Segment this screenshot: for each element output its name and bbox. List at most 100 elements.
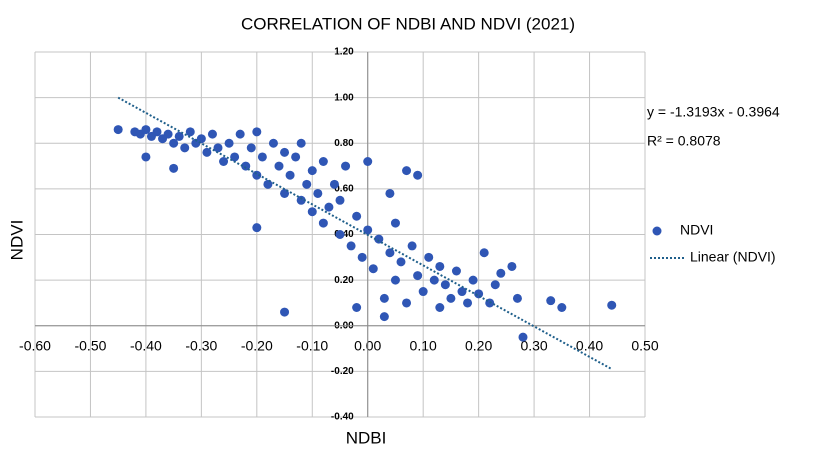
scatter-point — [440, 280, 450, 290]
scatter-point — [291, 152, 301, 162]
scatter-point — [496, 268, 506, 278]
scatter-point — [413, 170, 423, 180]
scatter-point — [507, 261, 517, 271]
scatter-point — [257, 152, 267, 162]
scatter-point — [318, 157, 328, 166]
scatter-point — [169, 138, 179, 148]
scatter-point — [274, 161, 284, 171]
x-tick-label: 0.40 — [576, 337, 603, 353]
scatter-point — [213, 143, 223, 153]
scatter-point — [546, 296, 556, 306]
scatter-point — [202, 147, 212, 157]
scatter-point — [169, 163, 179, 173]
scatter-point — [457, 287, 467, 297]
scatter-point — [557, 303, 567, 312]
scatter-point — [512, 293, 522, 303]
scatter-point — [296, 195, 306, 205]
scatter-point — [474, 289, 484, 299]
scatter-point — [230, 152, 240, 162]
scatter-point — [363, 225, 373, 235]
y-tick-label: 1.00 — [334, 92, 354, 103]
scatter-point — [357, 252, 367, 262]
scatter-point — [402, 166, 412, 176]
scatter-point — [435, 261, 445, 271]
scatter-point — [246, 143, 256, 153]
x-tick-label: -0.40 — [130, 337, 162, 353]
x-tick-label: 0.20 — [465, 337, 492, 353]
y-tick-label: 1.20 — [334, 47, 354, 58]
scatter-point — [385, 248, 395, 258]
scatter-point — [280, 307, 290, 317]
x-tick-label: -0.20 — [241, 337, 273, 353]
scatter-point — [396, 257, 406, 267]
y-tick-label: 0.80 — [334, 138, 354, 149]
scatter-point — [368, 264, 378, 274]
scatter-point — [346, 241, 356, 251]
x-tick-label: -0.10 — [296, 337, 328, 353]
scatter-point — [174, 131, 184, 141]
scatter-point — [285, 170, 295, 180]
scatter-point — [435, 303, 445, 312]
x-tick-label: 0.10 — [410, 337, 437, 353]
scatter-point — [385, 188, 395, 198]
scatter-point — [418, 287, 428, 297]
scatter-point — [180, 143, 190, 153]
equation: y = -1.3193x - 0.3964 — [647, 104, 780, 120]
scatter-point — [374, 234, 384, 244]
legend-label: Linear (NDVI) — [690, 249, 776, 265]
scatter-point — [463, 298, 473, 308]
x-tick-label: -0.60 — [19, 337, 51, 353]
scatter-point — [335, 195, 345, 205]
scatter-point — [518, 332, 528, 342]
y-tick-label: 0.20 — [334, 275, 354, 286]
scatter-point — [163, 129, 173, 139]
scatter-point — [446, 293, 456, 303]
scatter-point — [307, 166, 317, 176]
scatter-point — [335, 230, 345, 239]
scatter-point — [224, 138, 234, 148]
scatter-point — [490, 280, 500, 290]
legend-marker — [652, 226, 662, 236]
scatter-point — [318, 218, 328, 228]
r-squared: R² = 0.8078 — [647, 133, 721, 149]
scatter-point — [196, 134, 206, 144]
y-tick-label: -0.20 — [331, 366, 354, 377]
x-tick-label: 0.50 — [631, 337, 658, 353]
x-axis-title: NDBI — [346, 428, 387, 447]
scatter-point — [241, 161, 251, 171]
scatter-point — [296, 138, 306, 148]
scatter-point — [379, 293, 389, 303]
scatter-point — [219, 157, 229, 166]
trendline — [117, 96, 613, 370]
legend-label: NDVI — [680, 222, 713, 238]
scatter-point — [252, 223, 262, 233]
scatter-point — [363, 157, 373, 166]
scatter-point — [152, 127, 162, 137]
scatter-point — [352, 303, 362, 312]
y-tick-label: -0.40 — [331, 412, 354, 423]
scatter-point — [235, 129, 245, 139]
scatter-point — [207, 129, 217, 139]
scatter-point — [390, 275, 400, 285]
scatter-point — [479, 248, 489, 258]
scatter-point — [307, 207, 317, 217]
scatter-point — [402, 298, 412, 308]
scatter-point — [313, 188, 323, 198]
scatter-point — [185, 127, 195, 137]
scatter-point — [252, 127, 262, 137]
scatter-point — [390, 218, 400, 228]
x-tick-label: 0.30 — [520, 337, 547, 353]
scatter-point — [379, 312, 389, 322]
y-axis-title: NDVI — [7, 220, 26, 261]
x-tick-label: -0.30 — [185, 337, 217, 353]
scatter-point — [268, 138, 278, 148]
scatter-point — [329, 179, 339, 189]
scatter-point — [607, 300, 617, 310]
scatter-point — [263, 179, 273, 189]
scatter-point — [413, 271, 423, 281]
scatter-point — [141, 125, 151, 135]
scatter-point — [352, 211, 362, 221]
x-tick-label: -0.50 — [74, 337, 106, 353]
